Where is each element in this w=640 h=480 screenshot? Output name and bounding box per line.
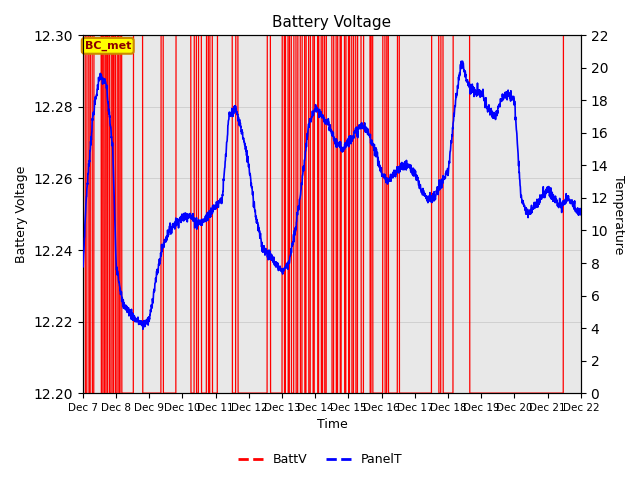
Legend: BattV, PanelT: BattV, PanelT bbox=[232, 448, 408, 471]
Y-axis label: Temperature: Temperature bbox=[612, 175, 625, 254]
Y-axis label: Battery Voltage: Battery Voltage bbox=[15, 166, 28, 263]
Text: BC_met: BC_met bbox=[84, 41, 131, 51]
X-axis label: Time: Time bbox=[317, 419, 348, 432]
Title: Battery Voltage: Battery Voltage bbox=[272, 15, 392, 30]
